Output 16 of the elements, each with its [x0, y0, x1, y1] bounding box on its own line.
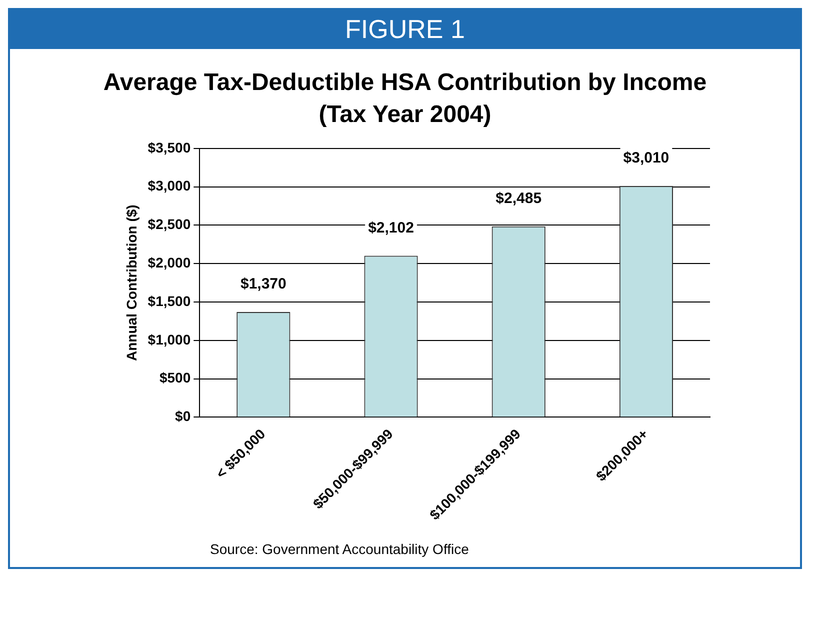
data-label: $2,102	[368, 219, 414, 236]
y-tick-label: $1,000	[148, 331, 191, 348]
data-label: $3,010	[623, 150, 670, 167]
source-note: Source: Government Accountability Office	[210, 541, 470, 559]
chart-title: Average Tax-Deductible HSA Contribution by Income (Tax Year 2004)	[102, 68, 708, 130]
caption: FIGURE 1	[10, 10, 800, 49]
y-tick-label: $2,000	[148, 254, 191, 270]
y-axis-title: Annual Contribution ($)	[123, 204, 140, 361]
y-tick-label: $0	[175, 408, 191, 424]
y-tick-label: $2,500	[148, 216, 191, 232]
y-tick-label: $1,500	[148, 292, 191, 309]
y-tick-label: $3,000	[148, 178, 191, 194]
data-label: $1,370	[240, 276, 286, 293]
y-tick-label: $3,500	[148, 139, 191, 156]
y-tick-label: $500	[159, 370, 191, 386]
data-label: $2,485	[496, 190, 542, 208]
